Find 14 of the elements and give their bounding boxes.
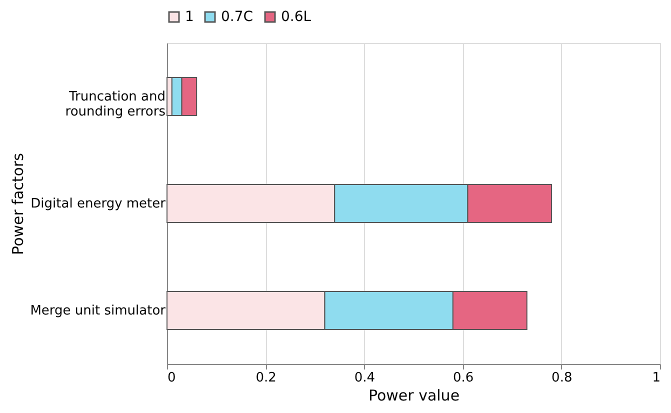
y-tick-label: Truncation and rounding errors [65, 90, 166, 120]
x-tick-label: 1 [652, 370, 660, 386]
y-tick-label: Digital energy meter [30, 196, 166, 212]
legend-label: 0.7C [221, 9, 254, 25]
legend-label: 1 [185, 9, 194, 25]
x-tick-label: 0.2 [256, 370, 276, 386]
x-tick-label: 0 [168, 370, 176, 386]
legend-label: 0.6L [281, 9, 312, 25]
y-axis-title: Power factors [9, 152, 28, 255]
x-tick-label: 0.6 [452, 370, 474, 386]
x-tick-label: 0.8 [552, 370, 572, 386]
x-axis-title: Power value [368, 386, 460, 404]
x-tick-label: 0.4 [354, 370, 376, 386]
y-tick-label: Merge unit simulator [30, 304, 166, 318]
